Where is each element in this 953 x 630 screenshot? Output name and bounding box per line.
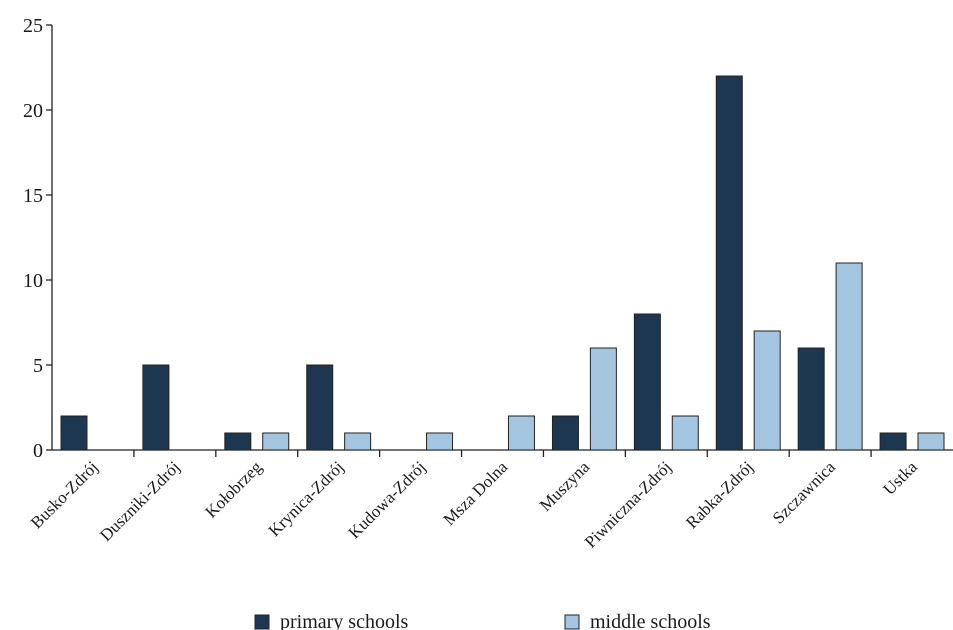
x-category-label: Busko-Zdrój — [27, 457, 102, 532]
bar-middle-schools — [262, 432, 290, 451]
x-category-label: Krynica-Zdrój — [265, 457, 348, 540]
legend: primary schools middle schools — [254, 611, 711, 630]
bars — [60, 75, 945, 451]
bar-middle-schools — [917, 432, 945, 451]
bar-primary-schools — [797, 347, 825, 451]
x-category-label: Ustka — [879, 457, 921, 499]
bar-primary-schools — [551, 415, 579, 451]
x-category-label: Kołobrzeg — [201, 457, 266, 522]
legend-swatch — [254, 614, 270, 630]
bar-middle-schools — [835, 262, 863, 451]
x-category-label: Muszyna — [536, 457, 594, 515]
y-tick-label: 15 — [23, 185, 43, 207]
legend-swatch — [564, 614, 580, 630]
y-tick-label: 0 — [33, 440, 43, 462]
y-axis: 0 5 10 15 20 25 — [23, 15, 53, 462]
y-tick-label: 20 — [23, 100, 43, 122]
x-category-label: Msza Dolna — [439, 457, 511, 529]
bar-primary-schools — [142, 364, 170, 451]
x-category-label: Szczawnica — [769, 457, 839, 527]
x-category-label: Rabka-Zdrój — [682, 457, 757, 532]
y-tick-label: 25 — [23, 15, 43, 37]
bar-middle-schools — [507, 415, 535, 451]
bar-primary-schools — [224, 432, 252, 451]
x-category-label: Duszniki-Zdrój — [96, 457, 184, 545]
x-category-label: Piwniczna-Zdrój — [581, 457, 675, 551]
bar-middle-schools — [753, 330, 781, 451]
y-tick-label: 5 — [33, 355, 43, 377]
bar-middle-schools — [344, 432, 372, 451]
bar-primary-schools — [60, 415, 88, 451]
y-tick-label: 10 — [23, 270, 43, 292]
bar-primary-schools — [633, 313, 661, 451]
bar-middle-schools — [671, 415, 699, 451]
legend-label: middle schools — [590, 611, 711, 630]
bar-middle-schools — [426, 432, 454, 451]
bar-primary-schools — [306, 364, 334, 451]
bar-middle-schools — [589, 347, 617, 451]
x-category-label: Kudowa-Zdrój — [345, 457, 430, 542]
bar-primary-schools — [879, 432, 907, 451]
bar-primary-schools — [715, 75, 743, 451]
legend-label: primary schools — [280, 611, 409, 630]
